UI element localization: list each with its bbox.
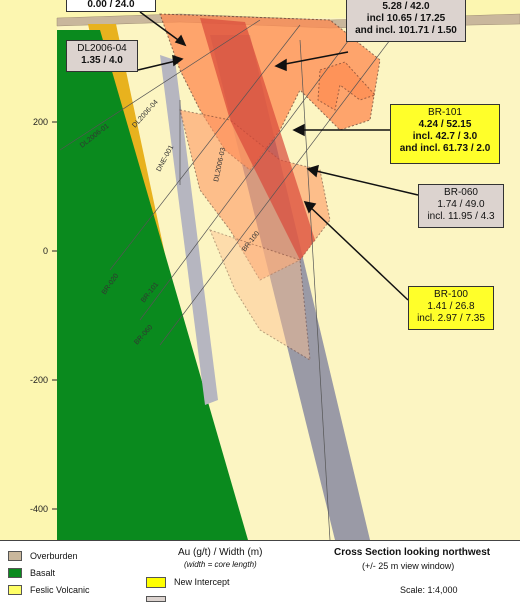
arrowhead (303, 200, 317, 214)
callout-value: 1.35 / 4.0 (81, 55, 123, 66)
arrowhead (274, 58, 287, 72)
legend-au-title: Au (g/t) / Width (m) (178, 547, 263, 558)
legend-label: Feslic Volcanic (30, 585, 90, 595)
legend-swatch (8, 585, 22, 595)
legend-swatch (146, 576, 166, 588)
callout-top-right: 5.28 / 42.0 incl 10.65 / 17.25 and incl.… (346, 0, 466, 42)
legend-swatch (8, 568, 22, 578)
callout-dl2006-04: DL2006-04 1.35 / 4.0 (66, 40, 138, 72)
legend-cross-title: Cross Section looking northwest (334, 547, 491, 558)
tick-label: -200 (30, 375, 48, 385)
drillhole-trace (109, 24, 301, 271)
alteration-fade (209, 229, 311, 361)
callout-value: incl 10.65 / 17.25 (366, 13, 446, 24)
callout-value: 1.41 / 26.8 (427, 301, 475, 312)
legend-item-felsic: Feslic Volcanic (8, 583, 90, 597)
legend-cross-subtitle: (+/- 25 m view window) (362, 561, 455, 571)
drillhole-trace (59, 19, 261, 151)
leader-line (279, 51, 349, 66)
arrowhead (306, 164, 319, 178)
legend-label: New Intercept (174, 577, 230, 587)
callout-value: 1.74 / 49.0 (437, 199, 485, 210)
basalt-unit (57, 30, 248, 540)
callout-value: 4.24 / 52.15 (418, 119, 472, 130)
legend-swatch (8, 551, 22, 561)
callout-title: BR-101 (428, 107, 462, 118)
alteration-arms (317, 61, 376, 111)
tick-label: 200 (33, 117, 48, 127)
callout-leaders (137, 11, 419, 301)
leader-line (307, 204, 409, 301)
callout-title: DL2006-04 (77, 43, 127, 54)
callout-br-100: BR-100 1.41 / 26.8 incl. 2.97 / 7.35 (408, 286, 494, 330)
arrowhead (172, 54, 184, 67)
legend-label: Overburden (30, 551, 78, 561)
legend-au-subtitle: (width = core length) (184, 560, 257, 569)
y-axis: 200 0 -200 -400 (30, 117, 57, 514)
drillhole-trace (159, 39, 391, 346)
callout-value: incl. 42.7 / 3.0 (412, 131, 478, 142)
callout-title: BR-060 (444, 187, 478, 198)
legend-swatch-grey (146, 596, 166, 602)
callout-br-060: BR-060 1.74 / 49.0 incl. 11.95 / 4.3 (418, 184, 504, 228)
legend-item-basalt: Basalt (8, 566, 55, 580)
arrowhead (292, 123, 305, 137)
drillhole-trace (299, 39, 331, 541)
arrowhead (174, 34, 187, 47)
callout-title: BR-100 (434, 289, 468, 300)
callout-top-left: 0.00 / 24.0 (66, 0, 156, 12)
legend-item-overburden: Overburden (8, 549, 78, 563)
tick-label: 0 (43, 246, 48, 256)
legend: Overburden Basalt Feslic Volcanic Au (g/… (0, 540, 520, 602)
callout-value: incl. 11.95 / 4.3 (427, 211, 495, 222)
legend-scale: Scale: 1:4,000 (400, 585, 458, 595)
callout-value: and incl. 61.73 / 2.0 (399, 143, 491, 154)
tick-label: -400 (30, 504, 48, 514)
callout-value: and incl. 101.71 / 1.50 (355, 25, 457, 36)
mineralization-core (200, 18, 315, 260)
legend-item-new-intercept: New Intercept (146, 575, 230, 589)
callout-value: 5.28 / 42.0 (382, 1, 430, 12)
callout-value: incl. 2.97 / 7.35 (417, 313, 485, 324)
drillhole-trace (139, 24, 361, 321)
callout-br-101: BR-101 4.24 / 52.15 incl. 42.7 / 3.0 and… (390, 104, 500, 164)
legend-label: Basalt (30, 568, 56, 578)
drillhole-traces (59, 19, 391, 541)
callout-value: 0.00 / 24.0 (87, 0, 135, 10)
leader-line (311, 169, 419, 196)
grey-dyke-left (160, 55, 218, 405)
